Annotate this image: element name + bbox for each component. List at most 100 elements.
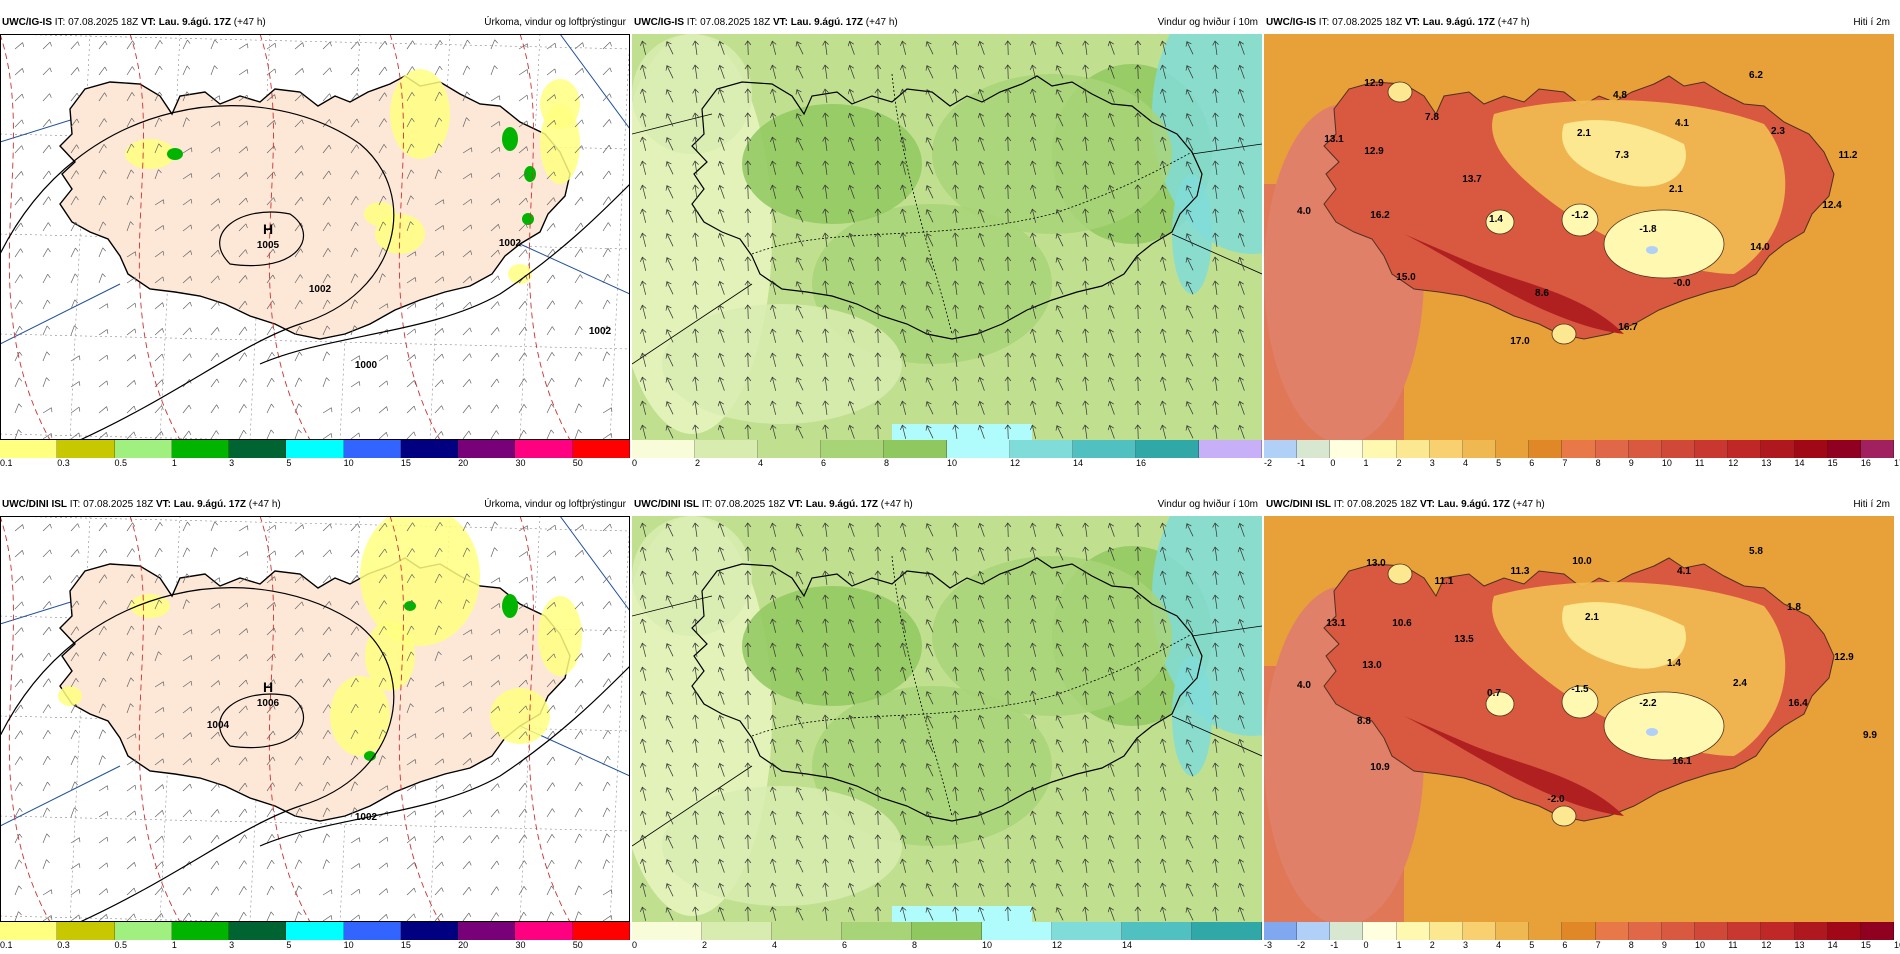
- vt-value: Lau. 9.ágú. 17Z: [174, 499, 246, 510]
- colorbar-swatch: [1596, 922, 1629, 940]
- colorbar-tick: 10: [344, 940, 354, 950]
- colorbar-tick: 10: [982, 940, 992, 950]
- value-label: 16.7: [1618, 322, 1638, 333]
- colorbar-tick: 8: [1629, 940, 1634, 950]
- colorbar-tick: 9: [1629, 458, 1634, 468]
- map-view[interactable]: [632, 34, 1262, 440]
- value-label: 11.2: [1839, 150, 1858, 161]
- value-label: 2.3: [1771, 126, 1785, 137]
- colorbar-tick: 12: [1052, 940, 1062, 950]
- colorbar-swatch: [632, 922, 702, 940]
- colorbar-swatch: [1264, 922, 1297, 940]
- colorbar-tick: 15: [1828, 458, 1838, 468]
- it-value: 07.08.2025 18Z: [68, 17, 141, 28]
- colorbar-tick: 16: [1861, 458, 1871, 468]
- forecast-offset: (+47 h): [1510, 499, 1545, 510]
- value-label: 2.1: [1585, 612, 1599, 623]
- colorbar-tick: 16: [1136, 458, 1146, 468]
- colorbar-swatch: [1828, 440, 1861, 458]
- high-pressure-label: H: [263, 679, 273, 695]
- value-label: 14.0: [1750, 242, 1770, 253]
- vt-value: Lau. 9.ágú. 17Z: [1438, 499, 1510, 510]
- colorbar-swatch: [286, 922, 343, 940]
- colorbar-swatch: [821, 440, 884, 458]
- colorbar-tick: 16: [1894, 940, 1900, 950]
- colorbar-swatch: [1795, 922, 1828, 940]
- value-label: 4.0: [1297, 680, 1311, 691]
- value-label: 13.0: [1366, 558, 1386, 569]
- colorbar-swatch: [1496, 922, 1529, 940]
- colorbar-swatch: [1562, 922, 1595, 940]
- panel-title: Vindur og hviður í 10m: [1158, 12, 1258, 34]
- colorbar-tick: 3: [229, 940, 234, 950]
- colorbar-swatch: [1728, 440, 1761, 458]
- colorbar-tick: 5: [286, 940, 291, 950]
- value-label: 10.9: [1370, 762, 1390, 773]
- colorbar-swatch: [1122, 922, 1192, 940]
- colorbar-swatch: [573, 440, 630, 458]
- forecast-offset: (+47 h): [246, 499, 281, 510]
- colorbar-swatch: [515, 922, 572, 940]
- value-label: 1002: [589, 326, 612, 337]
- panel-header: UWC/DINI ISL IT: 07.08.2025 18Z VT: Lau.…: [0, 494, 630, 516]
- colorbar-swatch: [1695, 440, 1728, 458]
- colorbar-tick: 13: [1761, 458, 1771, 468]
- value-label: 8.8: [1357, 716, 1371, 727]
- colorbar-swatch: [1562, 440, 1595, 458]
- colorbar-tick: 4: [1463, 458, 1468, 468]
- colorbar-tick: 6: [821, 458, 826, 468]
- value-label: 2.4: [1733, 678, 1747, 689]
- colorbar-tick: 4: [1496, 940, 1501, 950]
- it-label: IT:: [52, 17, 68, 28]
- colorbar-tick: 0: [1330, 458, 1335, 468]
- colorbar-tick: 0: [632, 940, 637, 950]
- value-label: 12.9: [1364, 146, 1384, 157]
- colorbar-tick: 2: [1397, 458, 1402, 468]
- colorbar-swatch: [344, 922, 401, 940]
- value-label: 10.6: [1392, 618, 1412, 629]
- colorbar-tick: 3: [229, 458, 234, 468]
- value-label: 7.3: [1615, 150, 1629, 161]
- it-value: 07.08.2025 18Z: [1332, 17, 1405, 28]
- forecast-offset: (+47 h): [863, 17, 898, 28]
- colorbar-tick: 8: [1596, 458, 1601, 468]
- colorbar-tick: 7: [1596, 940, 1601, 950]
- colorbar-swatch: [286, 440, 343, 458]
- colorbar-swatch: [1330, 440, 1363, 458]
- colorbar-swatch: [982, 922, 1052, 940]
- vt-label: VT:: [156, 499, 174, 510]
- map-view[interactable]: [632, 516, 1262, 922]
- colorbar-swatch: [1430, 922, 1463, 940]
- map-panel-dini-precip: UWC/DINI ISL IT: 07.08.2025 18Z VT: Lau.…: [0, 494, 630, 954]
- colorbar-tick: 9: [1662, 940, 1667, 950]
- map-panel-ig-precip: UWC/IG-IS IT: 07.08.2025 18Z VT: Lau. 9.…: [0, 12, 630, 472]
- colorbar-swatch: [1596, 440, 1629, 458]
- colorbar-swatch: [947, 440, 1010, 458]
- it-value: 07.08.2025 18Z: [715, 499, 788, 510]
- colorbar-tick: 5: [286, 458, 291, 468]
- value-label: 11.1: [1435, 576, 1454, 587]
- value-label: 13.0: [1362, 660, 1382, 671]
- colorbar-tick: 50: [573, 940, 583, 950]
- panel-header: UWC/DINI ISL IT: 07.08.2025 18Z VT: Lau.…: [632, 494, 1262, 516]
- colorbar-swatch: [1629, 922, 1662, 940]
- colorbar-tick: 0.3: [57, 458, 70, 468]
- colorbar-tick: 17: [1894, 458, 1900, 468]
- value-label: 1002: [499, 238, 522, 249]
- colorbar-tick: -2: [1264, 458, 1272, 468]
- colorbar-tick: 1: [172, 458, 177, 468]
- colorbar-swatch: [1662, 440, 1695, 458]
- colorbar-tick: 20: [458, 458, 468, 468]
- colorbar-tick: 4: [772, 940, 777, 950]
- map-panel-dini-wind: UWC/DINI ISL IT: 07.08.2025 18Z VT: Lau.…: [632, 494, 1262, 954]
- colorbar-tick: 15: [1861, 940, 1871, 950]
- value-label: -1.8: [1639, 224, 1657, 235]
- colorbar-tick: 2: [695, 458, 700, 468]
